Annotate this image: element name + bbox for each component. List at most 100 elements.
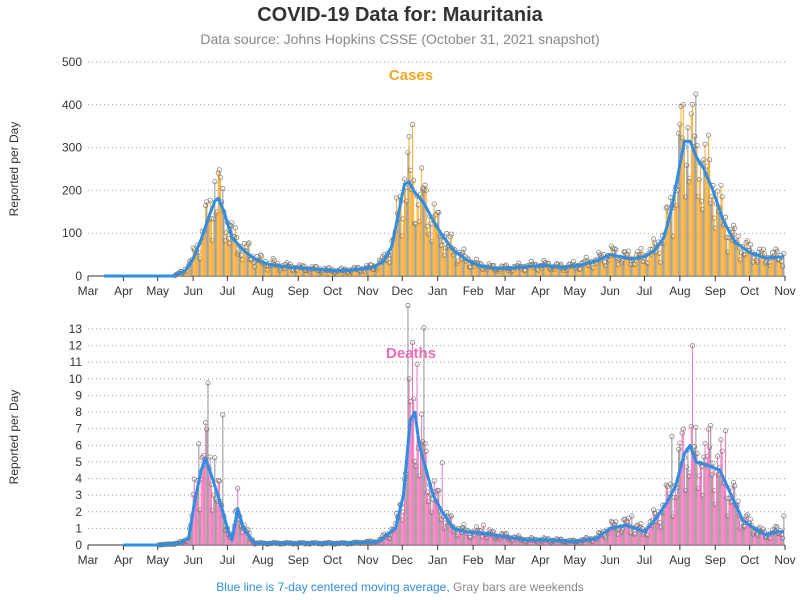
cases-daily-bar [733,225,735,276]
deaths-daily-bar [217,480,219,545]
cases-daily-bar [395,198,398,276]
deaths-daily-point [411,396,417,402]
deaths-daily-bar [225,529,227,545]
deaths-daily-point [421,325,427,331]
cases-daily-bar [647,263,649,276]
deaths-daily-bar [758,528,760,545]
cases-daily-bar [473,266,475,276]
cases-daily-bar [461,258,463,276]
cases-daily-bar [769,265,771,276]
cases-daily-bar [666,207,668,276]
deaths-daily-bar [742,519,744,545]
deaths-daily-bar [625,524,627,545]
deaths-daily-bar [425,451,427,545]
deaths-daily-bar [503,536,505,545]
cases-daily-bar [577,265,579,276]
cases-daily-bar [714,228,716,276]
deaths-daily-point [780,535,786,541]
deaths-daily-bar [418,475,420,545]
deaths-daily-bar [626,521,628,545]
cases-daily-bar [378,260,380,276]
cases-daily-bar [730,232,732,276]
cases-daily-bar [558,267,560,276]
deaths-daily-point [196,441,202,447]
cases-daily-bar [655,252,657,276]
cases-daily-bar [757,262,759,276]
cases-daily-bar [685,197,687,276]
cases-daily-bar [571,263,573,276]
deaths-daily-bar [663,512,665,545]
cases-daily-bar [526,266,528,276]
cases-daily-point [705,132,711,138]
cases-daily-bar [656,247,658,276]
deaths-daily-bar [704,443,706,545]
deaths-daily-bar [427,501,430,545]
deaths-daily-bar [429,484,431,545]
deaths-daily-bar [394,523,396,545]
cases-daily-point [207,197,213,203]
cases-daily-bar [766,261,768,276]
deaths-daily-bar [769,538,771,545]
deaths-daily-bar [699,463,701,545]
cases-daily-bar [212,240,214,276]
deaths-daily-bar [637,525,639,545]
cases-daily-bar [300,267,302,276]
deaths-daily-bar [616,529,618,545]
deaths-daily-bar [371,542,374,545]
cases-daily-bar [224,240,226,276]
deaths-daily-bar [776,527,778,545]
deaths-daily-bar [718,474,720,545]
deaths-daily-point [625,515,632,521]
deaths-daily-bar [674,485,676,545]
cases-daily-bar [296,270,298,276]
deaths-daily-bar [777,533,779,545]
deaths-daily-point [436,488,442,494]
cases-daily-bar [579,269,581,276]
cases-daily-bar [234,227,236,276]
cases-daily-bar [394,231,396,276]
cases-daily-bar [749,250,751,276]
deaths-daily-bar [517,537,519,545]
deaths-daily-point [743,513,749,519]
cases-daily-bar [482,269,484,276]
cases-daily-bar [754,254,756,276]
cases-daily-bar [415,224,417,276]
cases-daily-bar [297,267,299,276]
cases-daily-bar [739,259,741,276]
cases-x-tick-label: Nov [774,284,795,298]
cases-daily-bar [527,265,529,276]
cases-y-tick-label: 200 [62,183,82,197]
deaths-daily-bar [751,525,753,545]
deaths-daily-bar [531,538,533,545]
cases-daily-bar [326,270,328,276]
deaths-daily-bar [222,414,224,545]
cases-daily-bar [582,262,584,276]
cases-daily-bar [743,254,745,276]
cases-daily-bar [182,272,184,276]
deaths-y-tick-label: 6 [75,438,82,452]
deaths-daily-bar [228,534,230,545]
cases-daily-point [461,246,467,252]
cases-daily-bar [735,242,737,276]
cases-daily-bar [690,113,692,276]
cases-daily-bar [761,255,763,276]
cases-daily-bar [686,165,688,276]
deaths-daily-bar [403,479,406,545]
cases-daily-point [689,101,695,107]
cases-daily-point [677,121,683,127]
cases-daily-point [203,202,209,209]
deaths-daily-bar [390,535,392,545]
cases-daily-bar [402,218,404,276]
deaths-daily-bar [410,422,412,545]
deaths-daily-bar [595,539,597,545]
deaths-daily-bar [443,528,446,545]
cases-daily-bar [711,196,713,276]
cases-daily-bar [486,269,488,276]
cases-daily-bar [221,202,223,276]
cases-daily-point [259,253,265,259]
deaths-daily-point [220,412,226,418]
cases-daily-bar [768,262,770,276]
cases-daily-bar [254,267,256,276]
deaths-daily-point [422,440,428,447]
deaths-daily-point [629,513,635,519]
